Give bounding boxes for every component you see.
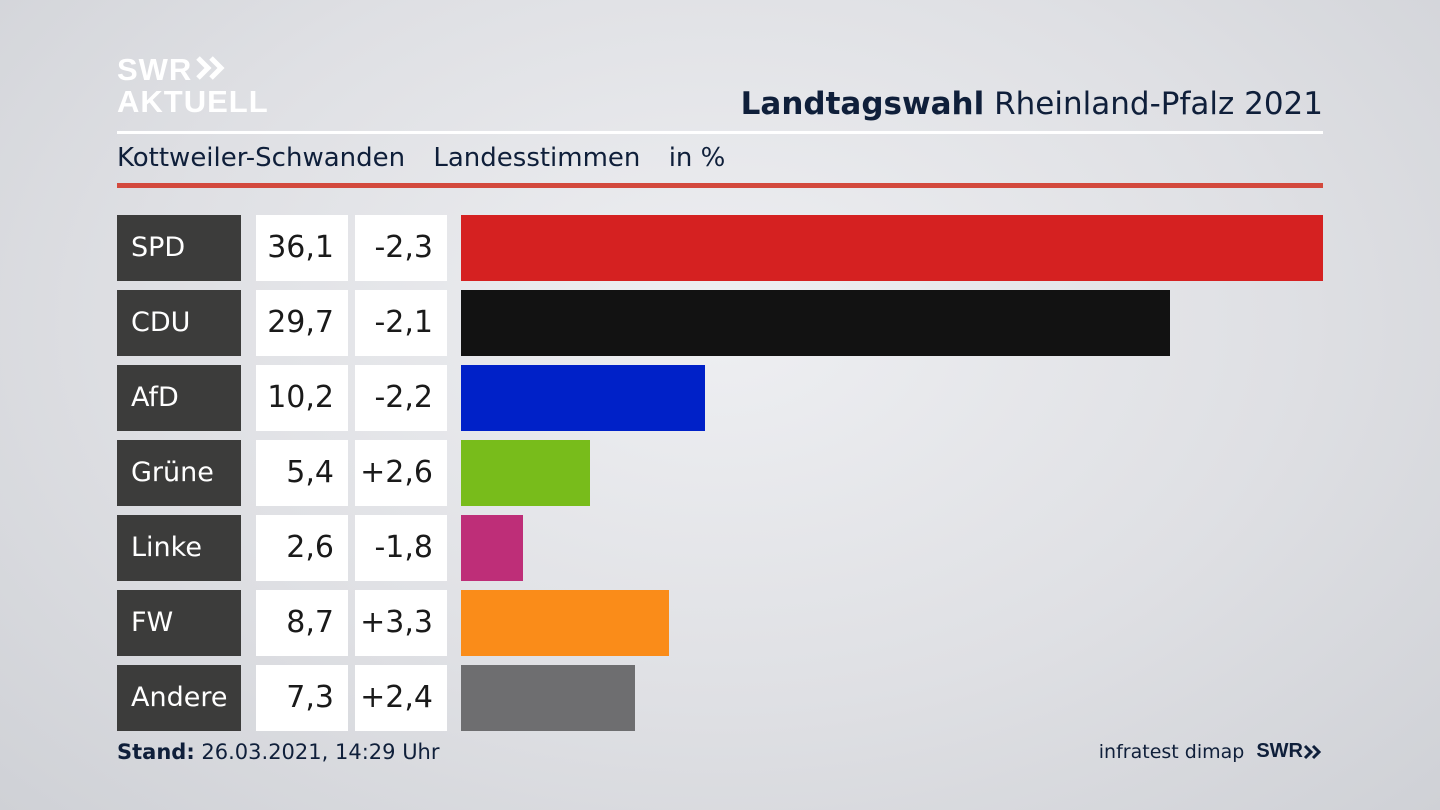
- result-bar: [461, 515, 523, 581]
- share-value: 5,4: [256, 440, 348, 506]
- party-label: FW: [117, 590, 241, 656]
- result-row: Linke 2,6 -1,8: [117, 515, 1323, 581]
- change-value: -2,1: [355, 290, 447, 356]
- result-bar: [461, 215, 1323, 281]
- title-rest: Rheinland-Pfalz 2021: [994, 86, 1323, 122]
- result-bar: [461, 665, 635, 731]
- party-label: SPD: [117, 215, 241, 281]
- party-label: Andere: [117, 665, 241, 731]
- logo-line2: AKTUELL: [117, 84, 269, 119]
- share-value: 2,6: [256, 515, 348, 581]
- logo-line1: SWR: [117, 52, 193, 87]
- result-bar: [461, 290, 1170, 356]
- stand-value: 26.03.2021, 14:29 Uhr: [201, 740, 440, 764]
- change-value: -2,2: [355, 365, 447, 431]
- party-label: Linke: [117, 515, 241, 581]
- title-bold: Landtagswahl: [740, 86, 985, 122]
- result-row: FW 8,7 +3,3: [117, 590, 1323, 656]
- brand-label: SWR: [1256, 740, 1303, 762]
- unit-label: in %: [668, 143, 726, 173]
- double-chevron-icon: [1303, 744, 1322, 759]
- result-row: Andere 7,3 +2,4: [117, 665, 1323, 731]
- header-divider: [117, 131, 1323, 134]
- result-bar: [461, 365, 705, 431]
- subheader: Kottweiler-Schwanden Landesstimmen in %: [117, 143, 745, 173]
- share-value: 36,1: [256, 215, 348, 281]
- share-value: 7,3: [256, 665, 348, 731]
- change-value: -2,3: [355, 215, 447, 281]
- result-row: Grüne 5,4 +2,6: [117, 440, 1323, 506]
- change-value: -1,8: [355, 515, 447, 581]
- share-value: 10,2: [256, 365, 348, 431]
- result-bar: [461, 440, 590, 506]
- double-chevron-icon: [196, 54, 226, 86]
- result-row: AfD 10,2 -2,2: [117, 365, 1323, 431]
- timestamp: Stand: 26.03.2021, 14:29 Uhr: [117, 740, 440, 764]
- result-row: SPD 36,1 -2,3: [117, 215, 1323, 281]
- district-label: Kottweiler-Schwanden: [117, 143, 406, 173]
- stand-label: Stand:: [117, 740, 195, 764]
- change-value: +3,3: [355, 590, 447, 656]
- swr-aktuell-logo: SWR AKTUELL: [117, 54, 269, 118]
- party-label: AfD: [117, 365, 241, 431]
- page-title: Landtagswahl Rheinland-Pfalz 2021: [741, 86, 1323, 122]
- swr-brand: SWR: [1256, 740, 1323, 763]
- change-value: +2,4: [355, 665, 447, 731]
- change-value: +2,6: [355, 440, 447, 506]
- party-label: Grüne: [117, 440, 241, 506]
- vote-type-label: Landesstimmen: [433, 143, 641, 173]
- result-row: CDU 29,7 -2,1: [117, 290, 1323, 356]
- share-value: 29,7: [256, 290, 348, 356]
- source-label: infratest dimap: [1098, 740, 1245, 763]
- party-label: CDU: [117, 290, 241, 356]
- source-credit: infratest dimap SWR: [1099, 740, 1323, 763]
- result-bar: [461, 590, 669, 656]
- share-value: 8,7: [256, 590, 348, 656]
- accent-divider: [117, 183, 1323, 188]
